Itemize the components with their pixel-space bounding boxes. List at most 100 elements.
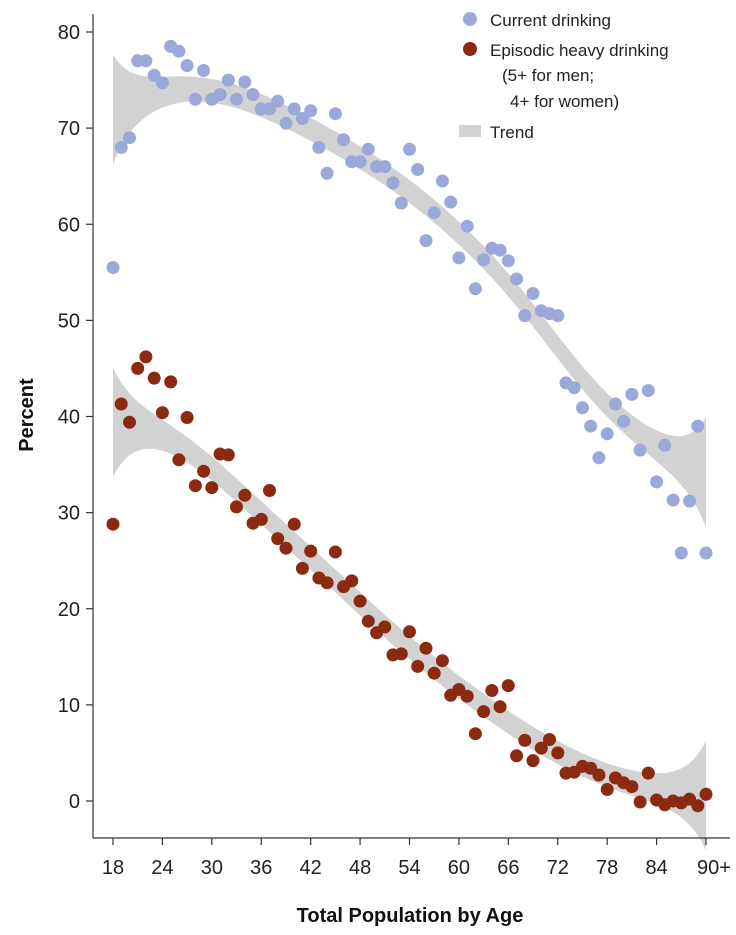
- point-heavy-drinking: [526, 754, 540, 768]
- point-heavy-drinking: [592, 768, 606, 782]
- legend-trend-label: Trend: [490, 123, 534, 142]
- x-tick-label: 30: [201, 857, 223, 879]
- point-current-drinking: [263, 102, 276, 116]
- legend-heavy-marker: [463, 42, 477, 56]
- point-heavy-drinking: [543, 733, 556, 746]
- legend: Current drinking Episodic heavy drinking…: [459, 11, 669, 142]
- x-tick-label: 66: [497, 857, 519, 879]
- point-heavy-drinking: [641, 766, 655, 780]
- point-current-drinking: [172, 44, 186, 58]
- point-heavy-drinking: [221, 448, 235, 462]
- point-current-drinking: [403, 142, 416, 156]
- point-heavy-drinking: [172, 453, 186, 467]
- point-current-drinking: [328, 107, 342, 121]
- x-tick-label: 84: [645, 857, 667, 879]
- point-current-drinking: [180, 59, 194, 73]
- point-heavy-drinking: [180, 411, 194, 424]
- point-heavy-drinking: [353, 594, 367, 608]
- legend-trend-swatch: [459, 125, 481, 137]
- point-heavy-drinking: [123, 415, 136, 429]
- point-heavy-drinking: [147, 371, 161, 385]
- point-current-drinking: [123, 131, 136, 145]
- point-heavy-drinking: [501, 679, 515, 693]
- point-current-drinking: [147, 68, 161, 82]
- point-current-drinking: [411, 163, 425, 176]
- point-current-drinking: [468, 282, 482, 296]
- point-current-drinking: [641, 384, 655, 397]
- x-axis-title: Total Population by Age: [297, 905, 524, 927]
- point-current-drinking: [114, 140, 128, 154]
- point-current-drinking: [378, 160, 392, 174]
- point-heavy-drinking: [164, 375, 178, 389]
- point-current-drinking: [477, 253, 491, 267]
- point-heavy-drinking: [197, 464, 211, 478]
- point-current-drinking: [510, 272, 524, 286]
- x-tick-label: 42: [300, 857, 322, 879]
- x-tick-label: 54: [398, 857, 420, 879]
- point-heavy-drinking: [155, 406, 169, 420]
- point-current-drinking: [230, 92, 243, 106]
- point-current-drinking: [304, 104, 318, 118]
- point-heavy-drinking: [287, 517, 301, 531]
- point-current-drinking: [312, 140, 326, 154]
- point-heavy-drinking: [625, 780, 639, 794]
- point-heavy-drinking: [139, 350, 153, 364]
- point-current-drinking: [592, 451, 606, 465]
- x-tick-label: 36: [250, 857, 272, 879]
- point-current-drinking: [353, 155, 367, 169]
- point-current-drinking: [608, 397, 622, 411]
- x-tick-label: 24: [151, 857, 173, 879]
- point-current-drinking: [444, 195, 458, 209]
- point-heavy-drinking: [427, 666, 441, 680]
- point-heavy-drinking: [378, 620, 392, 634]
- point-heavy-drinking: [279, 541, 293, 555]
- point-heavy-drinking: [361, 614, 375, 628]
- point-current-drinking: [600, 427, 614, 441]
- legend-current-marker: [463, 12, 477, 26]
- point-current-drinking: [666, 493, 680, 507]
- point-heavy-drinking: [460, 689, 474, 703]
- point-heavy-drinking: [403, 625, 416, 639]
- axes: [92, 14, 730, 839]
- point-heavy-drinking: [394, 647, 408, 661]
- point-current-drinking: [394, 196, 408, 210]
- point-current-drinking: [584, 419, 598, 433]
- point-heavy-drinking: [477, 705, 491, 719]
- point-current-drinking: [238, 75, 252, 89]
- point-heavy-drinking: [114, 397, 128, 411]
- point-heavy-drinking: [205, 481, 219, 495]
- point-current-drinking: [427, 206, 441, 220]
- point-current-drinking: [295, 112, 309, 125]
- point-current-drinking: [551, 309, 565, 323]
- point-current-drinking: [419, 234, 433, 248]
- y-tick-label: 10: [58, 695, 80, 717]
- point-heavy-drinking: [106, 517, 120, 531]
- point-heavy-drinking: [699, 787, 713, 801]
- x-tick-label: 78: [596, 857, 618, 879]
- point-current-drinking: [625, 387, 639, 401]
- point-heavy-drinking: [691, 799, 705, 813]
- point-current-drinking: [674, 546, 688, 560]
- x-tick-label: 48: [349, 857, 371, 879]
- point-current-drinking: [460, 219, 474, 233]
- point-current-drinking: [106, 261, 120, 274]
- point-current-drinking: [221, 73, 235, 87]
- point-current-drinking: [287, 102, 301, 116]
- point-heavy-drinking: [328, 545, 342, 559]
- data-points: [106, 39, 713, 813]
- y-tick-label: 0: [69, 791, 80, 813]
- point-heavy-drinking: [254, 512, 268, 526]
- point-current-drinking: [386, 176, 400, 190]
- point-current-drinking: [271, 94, 285, 108]
- y-tick-label: 50: [58, 310, 80, 332]
- point-current-drinking: [452, 251, 466, 265]
- x-tick-label: 18: [102, 857, 124, 879]
- point-heavy-drinking: [411, 659, 425, 673]
- point-heavy-drinking: [345, 574, 359, 588]
- y-tick-label: 20: [58, 599, 80, 621]
- point-heavy-drinking: [320, 576, 334, 590]
- point-heavy-drinking: [493, 700, 507, 714]
- point-heavy-drinking: [435, 654, 449, 668]
- y-tick-label: 30: [58, 503, 80, 525]
